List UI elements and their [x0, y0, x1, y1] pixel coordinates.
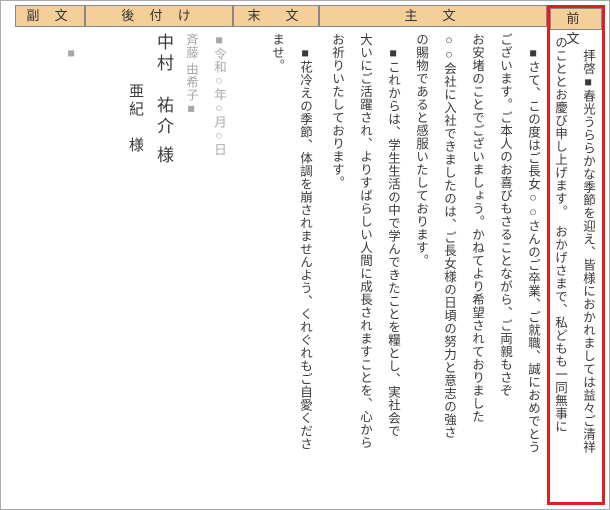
- section-matsubun: 末 文 ■花冷えの季節、体調を崩されませんよう、くれぐれもご自愛くださ ませ。 …: [233, 5, 319, 505]
- section-fukubun: 副 文 ■: [15, 5, 85, 505]
- zenbun-line: のこととお慶び申し上げます。 おかげさまで、私どもも一同無事に: [550, 36, 570, 496]
- fukubun-body: ■: [15, 27, 85, 505]
- header-fukubun: 副 文: [15, 5, 85, 27]
- shubun-line: ■さて、この度はご長女○○さんのご卒業、ご就職、誠におめでとう: [523, 33, 543, 499]
- shubun-line: 大いにご活躍され、よりすばらしい人間に成長されますことを、心から: [355, 33, 375, 499]
- section-atozuke: 後 付 け ■令和○年○月○日 斉藤 由希子■ 中村 祐介 様 亜紀 様: [85, 5, 233, 505]
- addressee-1: 中村 祐介 様: [153, 33, 173, 499]
- letter-page: 前文 拝啓■春光うららかな季節を迎え、皆様におかれましては益々ご清祥 のこととお…: [0, 0, 610, 510]
- fukubun-blank: [33, 33, 53, 499]
- section-zenbun: 前文 拝啓■春光うららかな季節を迎え、皆様におかれましては益々ご清祥 のこととお…: [547, 5, 605, 505]
- blankline: [239, 33, 259, 499]
- header-atozuke: 後 付 け: [85, 5, 233, 27]
- header-zenbun: 前文: [550, 8, 602, 30]
- fukubun-blank: ■: [61, 33, 81, 499]
- header-matsubun: 末 文: [233, 5, 319, 27]
- zenbun-body: 拝啓■春光うららかな季節を迎え、皆様におかれましては益々ご清祥 のこととお慶び申…: [550, 30, 602, 502]
- zenbun-line: 拝啓■春光うららかな季節を迎え、皆様におかれましては益々ご清祥: [578, 36, 598, 496]
- sender-line: 斉藤 由希子■: [181, 33, 201, 499]
- shubun-line: ■これからは、学生生活の中で学んできたことを糧とし、実社会で: [383, 33, 403, 499]
- atozuke-body: ■令和○年○月○日 斉藤 由希子■ 中村 祐介 様 亜紀 様: [85, 27, 233, 505]
- fukubun-blank: [15, 33, 25, 499]
- section-shubun: 主 文 ■さて、この度はご長女○○さんのご卒業、ご就職、誠におめでとう ございま…: [319, 5, 547, 505]
- shubun-body: ■さて、この度はご長女○○さんのご卒業、ご就職、誠におめでとう ございます。ご本…: [319, 27, 547, 505]
- shubun-line: ○○会社に入社できましたのは、ご長女様の日頃の努力と意志の強さ: [439, 33, 459, 499]
- columns: 前文 拝啓■春光うららかな季節を迎え、皆様におかれましては益々ご清祥 のこととお…: [5, 5, 605, 505]
- shubun-line: の賜物であると感服いたしております。: [411, 33, 431, 499]
- header-shubun: 主 文: [319, 5, 547, 27]
- shubun-line: ございます。ご本人のお喜びもさることながら、ご両親もさぞ: [495, 33, 515, 499]
- matsubun-line: ■花冷えの季節、体調を崩されませんよう、くれぐれもご自愛くださ: [295, 33, 315, 499]
- shubun-line: お安堵のことでございましょう。かねてより希望されておりました: [467, 33, 487, 499]
- addressee-2: 亜紀 様: [125, 33, 145, 499]
- date-line: ■令和○年○月○日: [209, 33, 229, 499]
- shubun-line: お祈りいたしております。: [327, 33, 347, 499]
- matsubun-line: ませ。: [267, 33, 287, 499]
- matsubun-body: ■花冷えの季節、体調を崩されませんよう、くれぐれもご自愛くださ ませ。 敬具: [233, 27, 319, 505]
